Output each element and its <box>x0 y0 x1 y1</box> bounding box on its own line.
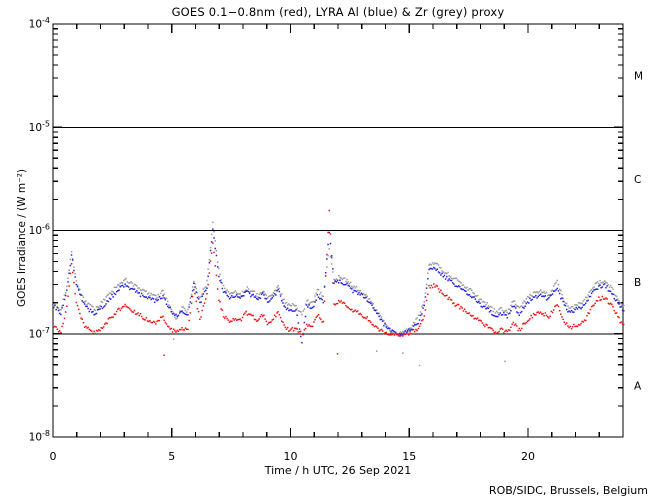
attribution-text: ROB/SIDC, Brussels, Belgium <box>488 484 648 497</box>
axis-ticks <box>52 23 624 438</box>
flare-class-label-C: C <box>634 174 641 186</box>
flare-class-label-B: B <box>634 277 641 289</box>
series-goes-0-1-0-8nm <box>53 209 625 337</box>
y-tick-label-1e-6: 10-6 <box>29 223 50 238</box>
series-lyra-al-proxy <box>53 228 625 344</box>
flare-class-label-M: M <box>634 71 643 83</box>
x-tick-label-5: 5 <box>168 450 175 463</box>
y-tick-label-1e-5: 10-5 <box>29 119 50 134</box>
x-axis-label: Time / h UTC, 26 Sep 2021 <box>264 464 412 477</box>
chart-title: GOES 0.1−0.8nm (red), LYRA Al (blue) & Z… <box>171 5 505 19</box>
y-tick-label-1e-7: 10-7 <box>29 326 50 341</box>
outlier-dots-0 <box>163 353 339 356</box>
flare-class-label-A: A <box>634 380 642 392</box>
y-tick-label-1e-8: 10-8 <box>29 429 50 444</box>
x-tick-label-0: 0 <box>50 450 57 463</box>
x-tick-label-20: 20 <box>521 450 535 463</box>
series-lyra-zr-proxy <box>53 221 625 337</box>
y-tick-label-1e-4: 10-4 <box>29 16 50 31</box>
outlier-dots-1 <box>172 338 506 367</box>
x-tick-label-10: 10 <box>284 450 298 463</box>
x-tick-label-15: 15 <box>402 450 416 463</box>
